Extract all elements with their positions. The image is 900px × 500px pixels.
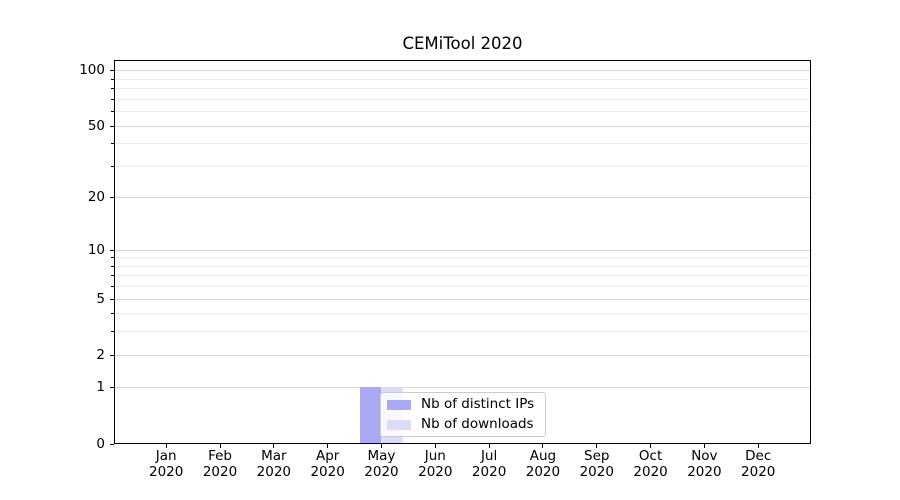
y-tick-label-2: 2: [96, 347, 105, 363]
y-minor-tick-80: [111, 88, 114, 89]
gridline-minor-8: [115, 266, 810, 267]
y-tick-label-0: 0: [96, 436, 105, 452]
y-tick-label-5: 5: [96, 291, 105, 307]
gridline-major-50: [115, 126, 810, 127]
y-tick-label-10: 10: [87, 242, 105, 258]
x-tick-jan: [165, 444, 167, 448]
x-tick-label-jan-2020: Jan 2020: [149, 448, 184, 480]
x-tick-sep: [596, 444, 598, 448]
gridline-major-2: [115, 355, 810, 356]
gridline-major-5: [115, 299, 810, 300]
y-tick-2: [110, 355, 114, 356]
x-tick-jun: [434, 444, 436, 448]
legend-item-downloads: Nb of downloads: [387, 416, 537, 433]
gridline-major-1: [115, 387, 810, 388]
x-tick-oct: [650, 444, 652, 448]
gridline-minor-3: [115, 331, 810, 332]
gridline-minor-9: [115, 257, 810, 258]
gridline-major-10: [115, 250, 810, 251]
gridline-minor-80: [115, 88, 810, 89]
y-tick-5: [110, 299, 114, 300]
legend: Nb of distinct IPs Nb of downloads: [380, 392, 546, 437]
y-minor-tick-9: [111, 257, 114, 258]
x-tick-aug: [542, 444, 544, 448]
x-tick-jul: [488, 444, 490, 448]
x-tick-apr: [327, 444, 329, 448]
gridline-major-100: [115, 70, 810, 71]
y-tick-50: [110, 126, 114, 127]
y-minor-tick-70: [111, 99, 114, 100]
gridline-minor-60: [115, 111, 810, 112]
x-tick-dec: [757, 444, 759, 448]
gridline-minor-30: [115, 166, 810, 167]
y-tick-0: [110, 444, 114, 445]
x-tick-label-mar-2020: Mar 2020: [256, 448, 291, 480]
y-minor-tick-3: [111, 331, 114, 332]
x-tick-label-feb-2020: Feb 2020: [202, 448, 238, 480]
bar-nb-of-distinct-ips-may: [359, 387, 382, 443]
legend-swatch-distinct-ips-icon: [387, 399, 411, 410]
y-tick-20: [110, 197, 114, 198]
gridline-minor-40: [115, 143, 810, 144]
y-minor-tick-30: [111, 166, 114, 167]
y-minor-tick-90: [111, 79, 114, 80]
x-tick-label-nov-2020: Nov 2020: [687, 448, 722, 480]
x-tick-label-aug-2020: Aug 2020: [525, 448, 561, 480]
y-minor-tick-7: [111, 275, 114, 276]
legend-item-distinct-ips: Nb of distinct IPs: [387, 396, 537, 413]
x-tick-nov: [703, 444, 705, 448]
gridline-minor-7: [115, 275, 810, 276]
plot-area: [114, 60, 811, 444]
y-tick-label-20: 20: [87, 189, 105, 205]
x-tick-label-dec-2020: Dec 2020: [741, 448, 776, 480]
y-tick-1: [110, 387, 114, 388]
gridline-minor-70: [115, 99, 810, 100]
x-tick-label-jul-2020: Jul 2020: [471, 448, 507, 480]
y-minor-tick-8: [111, 266, 114, 267]
x-tick-may: [380, 444, 382, 448]
x-tick-label-oct-2020: Oct 2020: [633, 448, 668, 480]
y-minor-tick-4: [111, 313, 114, 314]
y-minor-tick-6: [111, 286, 114, 287]
gridline-minor-6: [115, 286, 810, 287]
y-tick-label-50: 50: [87, 118, 105, 134]
x-tick-label-sep-2020: Sep 2020: [579, 448, 614, 480]
x-tick-label-jun-2020: Jun 2020: [418, 448, 453, 480]
x-tick-label-apr-2020: Apr 2020: [310, 448, 345, 480]
gridline-minor-90: [115, 79, 810, 80]
y-minor-tick-60: [111, 111, 114, 112]
y-tick-100: [110, 70, 114, 71]
y-tick-label-1: 1: [96, 379, 105, 395]
x-tick-mar: [273, 444, 275, 448]
x-tick-label-may-2020: May 2020: [364, 448, 399, 480]
legend-label-downloads: Nb of downloads: [421, 416, 534, 432]
legend-label-distinct-ips: Nb of distinct IPs: [421, 396, 535, 412]
y-minor-tick-40: [111, 143, 114, 144]
gridline-major-20: [115, 197, 810, 198]
y-tick-10: [110, 250, 114, 251]
chart-title: CEMiTool 2020: [402, 34, 523, 53]
x-tick-feb: [219, 444, 221, 448]
y-tick-label-100: 100: [79, 62, 105, 78]
legend-swatch-downloads-icon: [387, 419, 411, 430]
gridline-minor-4: [115, 313, 810, 314]
